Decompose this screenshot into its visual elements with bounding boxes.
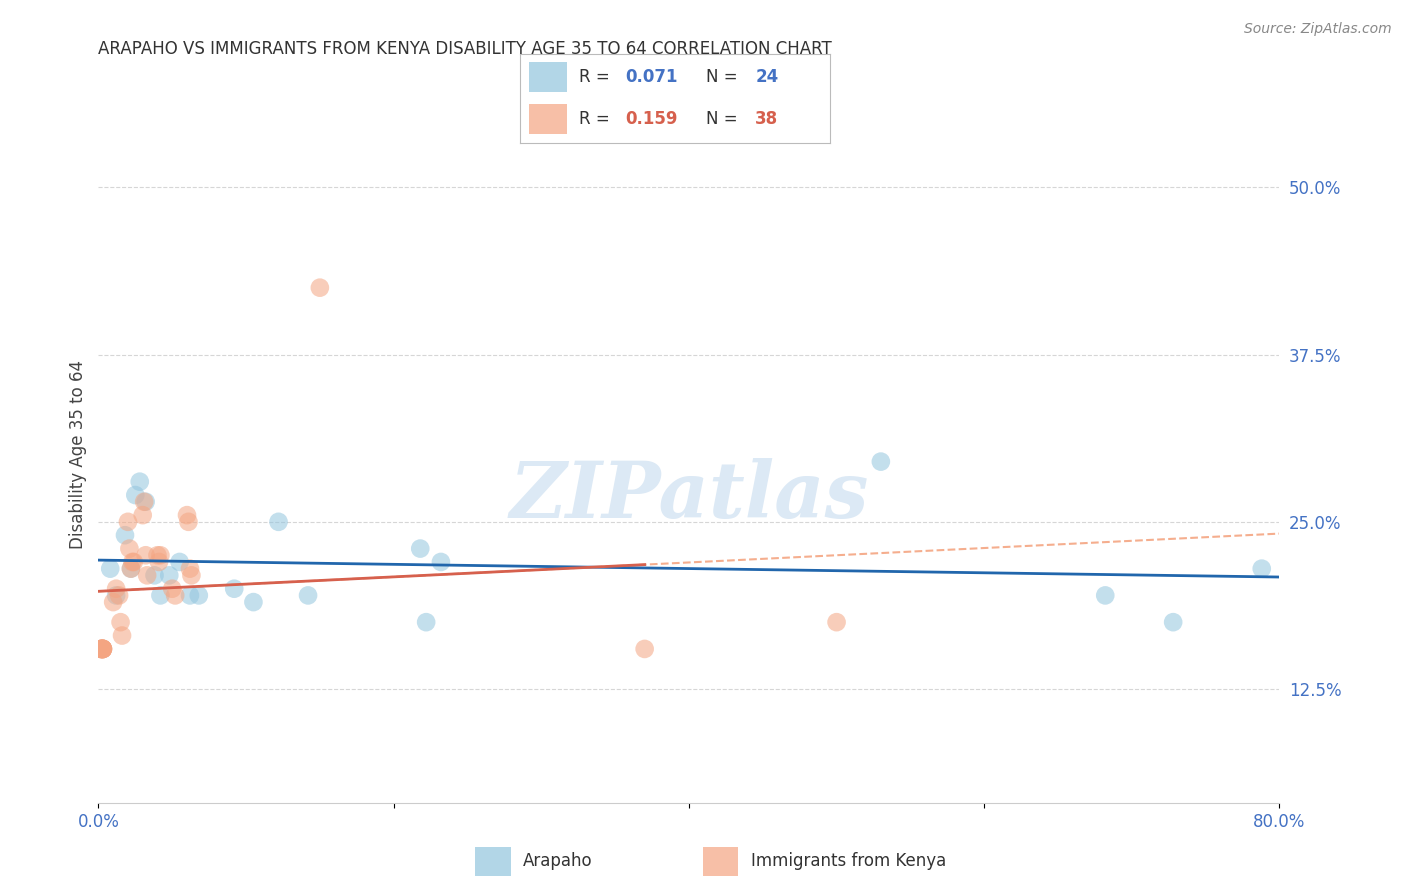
Point [169,555,191,569]
Text: ARAPAHO VS IMMIGRANTS FROM KENYA DISABILITY AGE 35 TO 64 CORRELATION CHART: ARAPAHO VS IMMIGRANTS FROM KENYA DISABIL… [98,40,832,58]
FancyBboxPatch shape [530,104,567,134]
Text: R =: R = [579,110,614,128]
Text: R =: R = [579,68,614,86]
Text: Arapaho: Arapaho [523,852,593,870]
Point [187,589,209,603]
Point [118,541,141,556]
Point [143,568,166,582]
Point [177,515,200,529]
Text: Immigrants from Kenya: Immigrants from Kenya [751,852,946,870]
Point [176,508,198,523]
Point [91,642,114,657]
Point [869,455,891,469]
Point [149,589,172,603]
Text: N =: N = [706,68,742,86]
Point [132,508,155,523]
Point [120,562,142,576]
Point [122,555,145,569]
Point [297,589,319,603]
Y-axis label: Disability Age 35 to 64: Disability Age 35 to 64 [69,360,87,549]
Point [111,628,134,642]
Point [91,642,114,657]
Point [105,582,128,596]
Point [91,642,114,657]
Point [114,528,136,542]
Point [124,488,146,502]
Text: 0.071: 0.071 [626,68,678,86]
Point [91,642,114,657]
Point [415,615,437,630]
Point [179,589,201,603]
Point [157,568,180,582]
Point [148,555,170,569]
Text: N =: N = [706,110,742,128]
Point [120,562,142,576]
Point [825,615,848,630]
Point [90,642,112,657]
Point [165,589,187,603]
Text: Source: ZipAtlas.com: Source: ZipAtlas.com [1244,22,1392,37]
Point [633,642,655,657]
Point [430,555,453,569]
Point [1161,615,1184,630]
Text: 0.159: 0.159 [626,110,678,128]
Point [103,595,125,609]
Point [105,589,128,603]
Point [134,494,156,508]
Text: ZIPatlas: ZIPatlas [509,458,869,535]
Point [1094,589,1116,603]
Point [135,548,157,563]
FancyBboxPatch shape [530,62,567,92]
Point [90,642,112,657]
Point [267,515,290,529]
Point [180,568,202,582]
Point [91,642,114,657]
Point [162,582,183,596]
Point [90,642,112,657]
Point [136,568,159,582]
Point [146,548,169,563]
Point [128,475,150,489]
Point [90,642,112,657]
Point [108,589,131,603]
Point [121,555,143,569]
Point [90,642,112,657]
Point [179,562,201,576]
Text: 38: 38 [755,110,779,128]
Point [224,582,246,596]
Point [110,615,132,630]
Point [91,642,114,657]
Point [242,595,264,609]
Point [91,642,114,657]
Point [135,494,157,508]
Point [117,515,139,529]
FancyBboxPatch shape [475,847,510,876]
Point [309,281,332,295]
Text: 24: 24 [755,68,779,86]
Point [409,541,432,556]
Point [98,562,121,576]
FancyBboxPatch shape [703,847,738,876]
Point [1250,562,1272,576]
Point [149,548,172,563]
